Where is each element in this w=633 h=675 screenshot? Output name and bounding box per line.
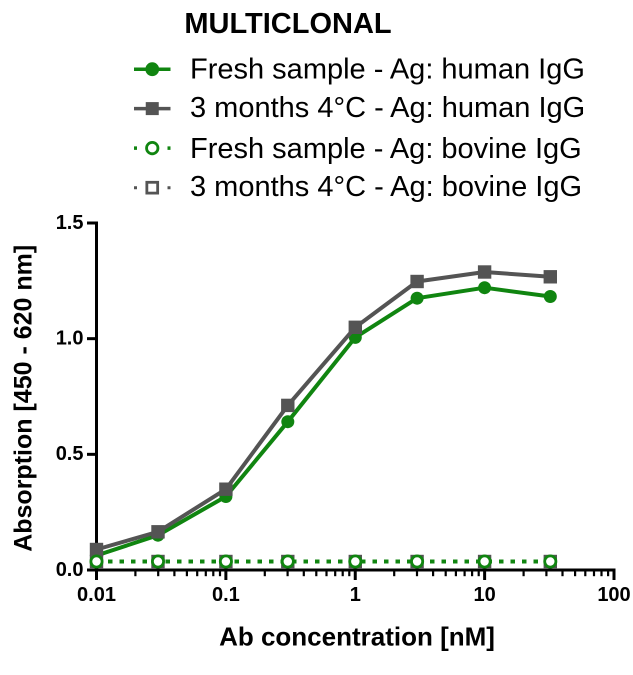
svg-text:0.1: 0.1 (212, 584, 240, 606)
svg-text:Fresh sample - Ag: bovine IgG: Fresh sample - Ag: bovine IgG (190, 133, 582, 165)
svg-text:3 months 4°C - Ag: human IgG: 3 months 4°C - Ag: human IgG (190, 92, 585, 124)
svg-text:Absorption [450 - 620 nm]: Absorption [450 - 620 nm] (10, 245, 38, 552)
svg-text:3 months 4°C - Ag: bovine IgG: 3 months 4°C - Ag: bovine IgG (190, 171, 582, 203)
svg-text:0.0: 0.0 (56, 559, 84, 581)
svg-text:1: 1 (350, 584, 361, 606)
svg-text:10: 10 (474, 584, 496, 606)
svg-text:100: 100 (597, 584, 630, 606)
svg-text:Ab concentration [nM]: Ab concentration [nM] (219, 622, 495, 652)
svg-text:0.01: 0.01 (77, 584, 116, 606)
svg-text:1.5: 1.5 (56, 212, 84, 234)
svg-text:Fresh sample - Ag: human IgG: Fresh sample - Ag: human IgG (190, 53, 585, 85)
svg-text:MULTICLONAL: MULTICLONAL (184, 8, 391, 40)
svg-text:0.5: 0.5 (56, 443, 84, 465)
svg-text:1.0: 1.0 (56, 327, 84, 349)
